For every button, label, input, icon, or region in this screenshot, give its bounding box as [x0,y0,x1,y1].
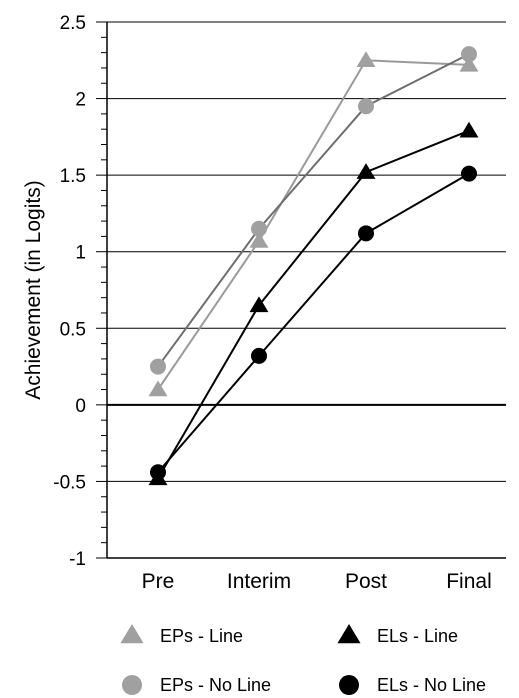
legend-label: EPs - Line [160,626,243,646]
legend-label: EPs - No Line [160,675,271,695]
legend-marker [337,624,361,644]
legend-marker [122,675,142,695]
series-line [157,172,470,473]
x-tick-label: Pre [142,570,175,593]
y-tick-label: 0.5 [60,319,86,340]
legend-label: ELs - Line [377,626,458,646]
data-point [461,46,477,63]
y-tick-label: 1.5 [60,166,86,187]
data-point [251,220,267,237]
y-tick-label: 1 [75,243,86,264]
legend-item: ELs - Line [337,624,458,646]
data-point [249,296,269,313]
legend-marker [339,675,359,695]
legend: EPs - Line EPs - No Line ELs - Line ELs - N… [120,624,486,695]
x-tick-label: Final [446,570,492,593]
data-point [249,231,269,248]
legend-item: EPs - Line [120,624,243,646]
data-point [356,51,376,68]
data-point [356,163,376,179]
y-tick-label: 2 [75,90,86,111]
y-tick-label: 0 [75,396,86,417]
data-point [358,98,374,115]
x-tick-labels: Pre Interim Post Final [142,570,492,593]
series-line [157,59,470,391]
series-line [157,53,470,368]
legend-item: EPs - No Line [122,675,271,695]
y-tick-labels: -1 -0.5 0 0.5 1 1.5 2 2.5 [53,13,86,570]
data-point [251,347,267,364]
series-line [157,129,470,479]
x-tick-label: Interim [227,570,291,593]
legend-item: ELs - No Line [339,675,486,695]
data-point [461,165,477,182]
data-point [459,55,479,72]
axes [96,21,506,559]
series-2 [148,121,479,486]
data-point [150,464,166,481]
data-point [459,121,479,138]
data-point [148,380,168,397]
legend-label: ELs - No Line [377,675,486,695]
legend-marker [120,624,144,644]
y-tick-label: -1 [69,549,86,570]
series-3 [150,165,477,481]
y-tick-label: 2.5 [60,13,86,34]
grid-lines [107,21,506,482]
series-0 [148,51,479,397]
data-point [358,225,374,242]
y-tick-label: -0.5 [53,472,86,493]
x-tick-label: Post [345,570,387,593]
data-point [150,358,166,375]
y-axis-title: Achievement (in Logits) [22,180,45,399]
series-1 [150,46,477,375]
series-group [148,46,479,486]
